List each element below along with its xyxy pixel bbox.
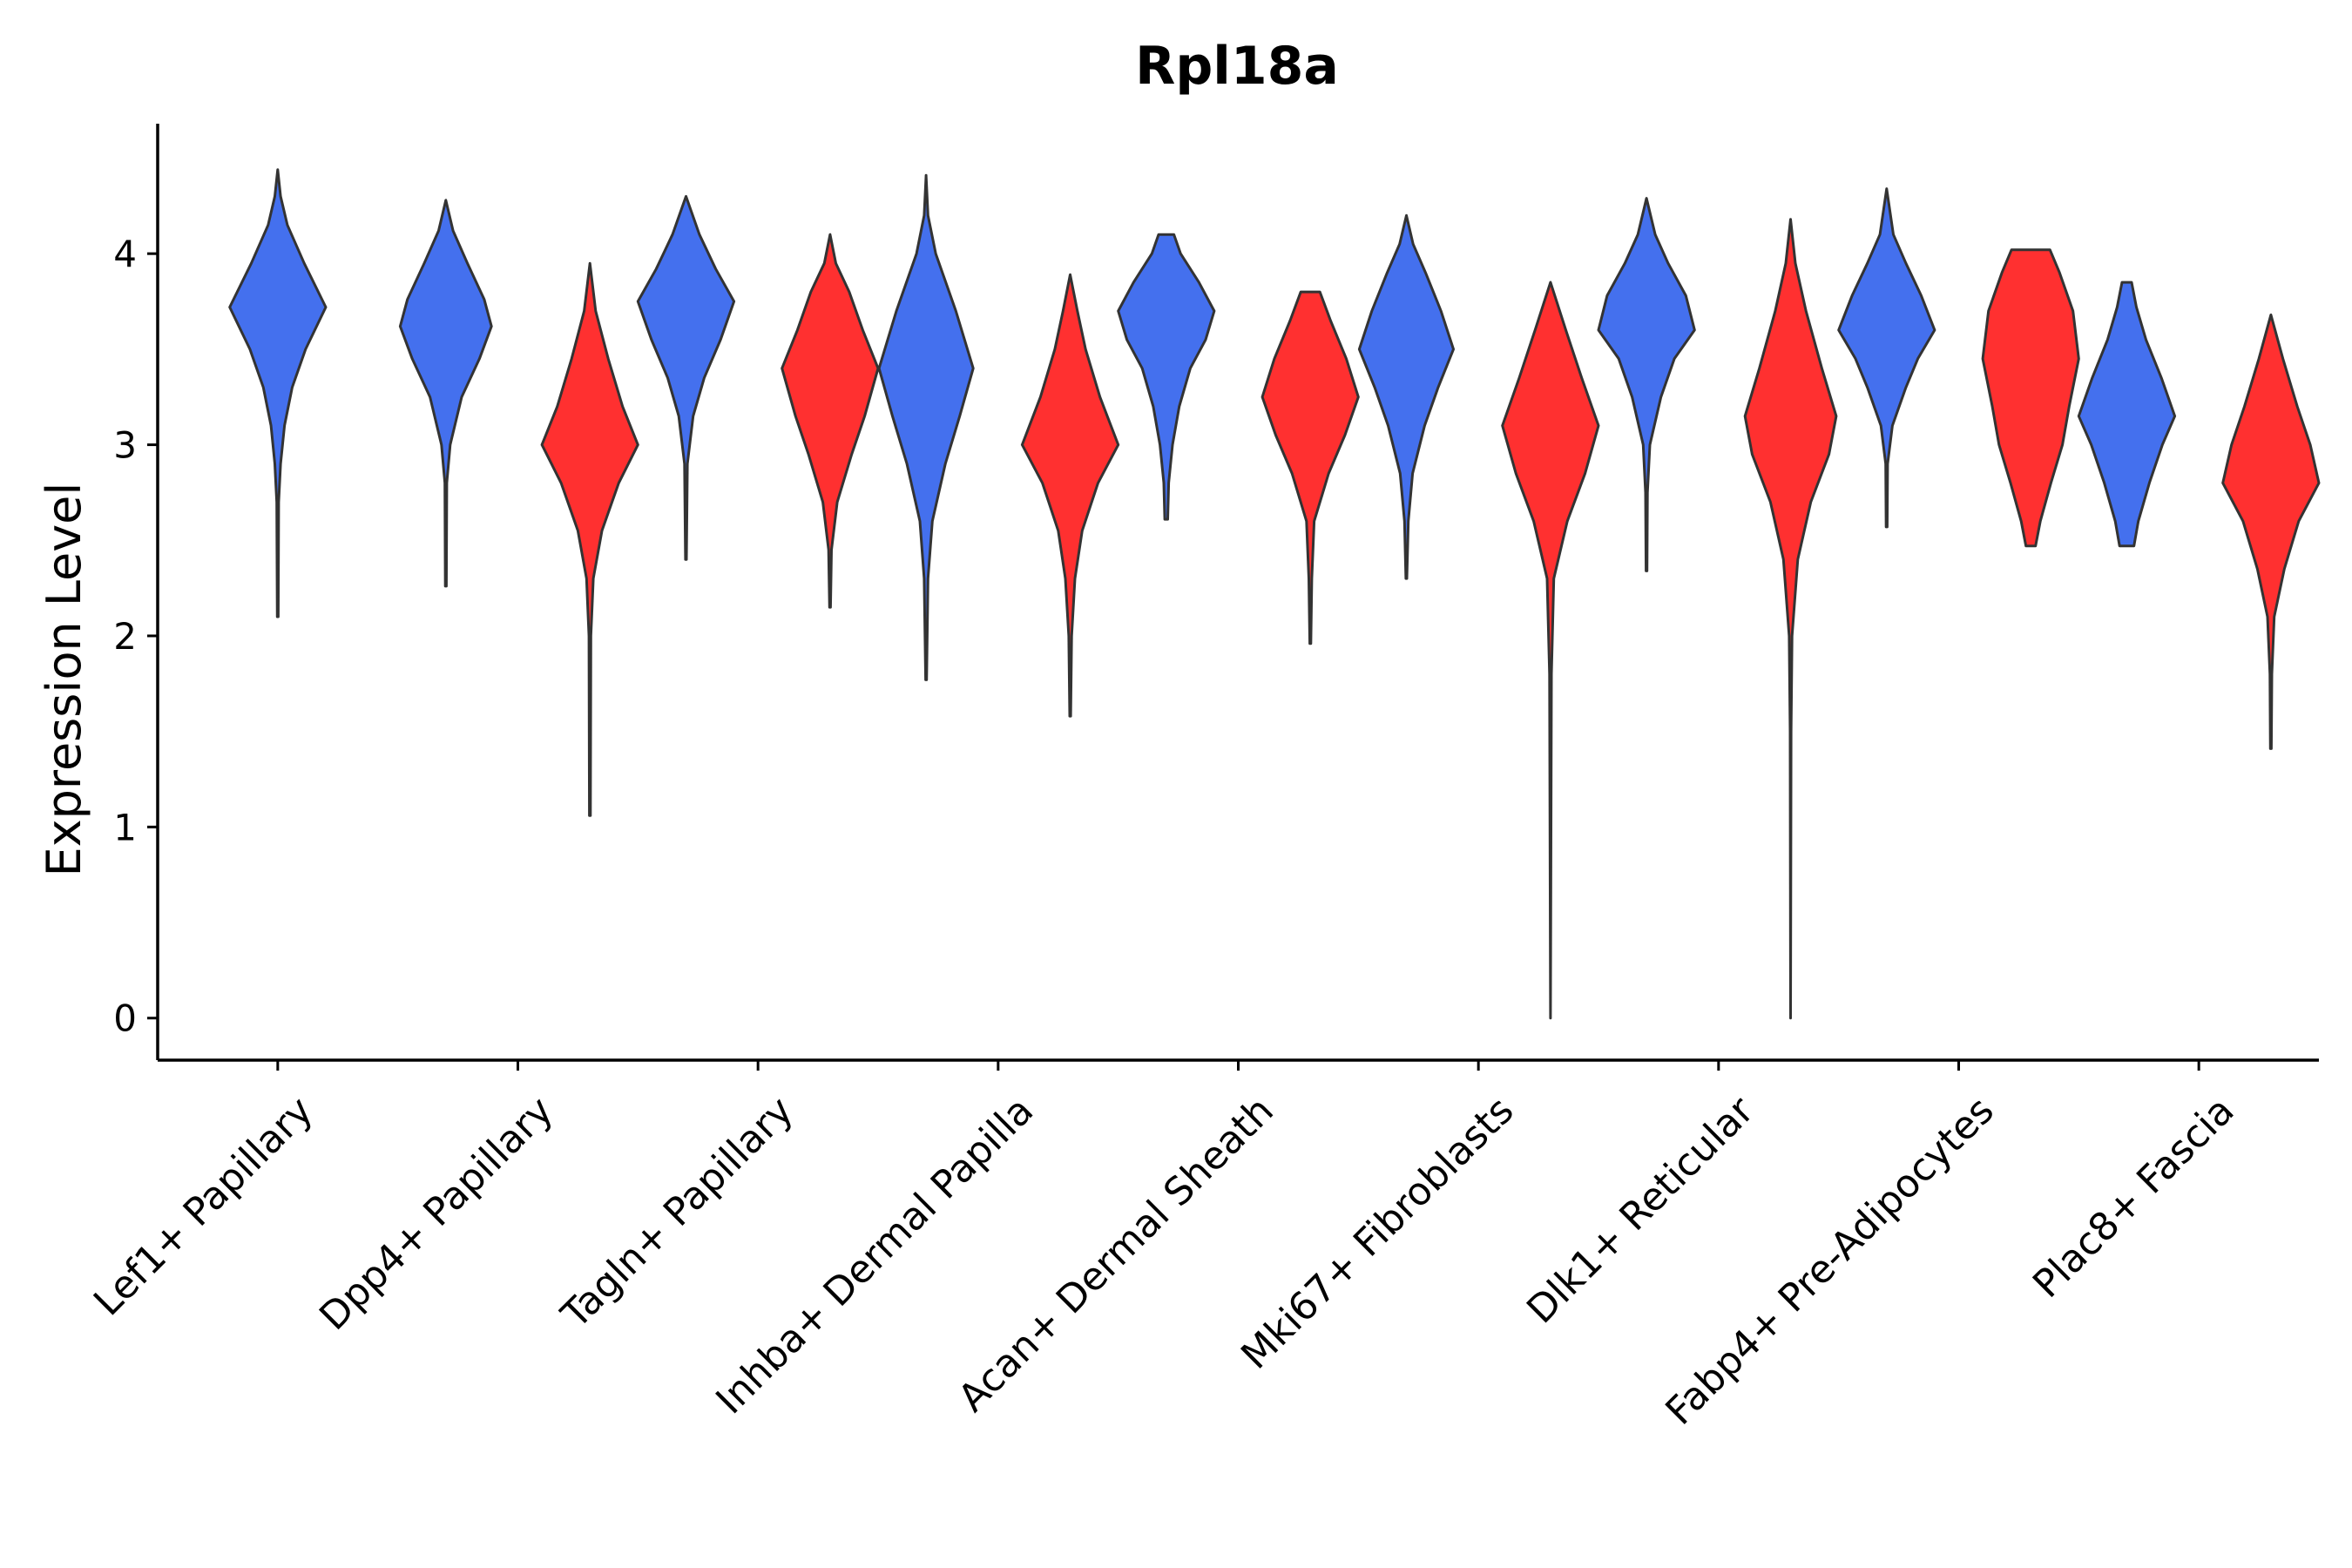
x-tick-label-plac8-fascia: Plac8+ Fascia	[2024, 1088, 2243, 1307]
violin-group1-acan-dermal-sheath	[1117, 233, 1216, 521]
x-tick-label-dpp4-papillary: Dpp4+ Papillary	[311, 1088, 562, 1339]
violin-group1-dpp4-papillary	[398, 199, 493, 588]
violin-group1-fabp4-pre-adipocytes	[1837, 187, 1936, 529]
y-axis-label: Expression Level	[37, 483, 91, 877]
violin-group2-mki67-fibroblasts	[1501, 280, 1600, 1020]
violin-group2-acan-dermal-sheath	[1260, 290, 1360, 645]
violin-group2-dpp4-papillary	[540, 261, 639, 817]
y-tick-label-1: 1	[113, 806, 137, 848]
violin-group1-mki67-fibroblasts	[1357, 213, 1455, 580]
x-tick-label-lef1-papillary: Lef1+ Papillary	[85, 1088, 321, 1324]
violin-group1-dlk1-reticular	[1597, 197, 1696, 572]
chart-title: Rpl18a	[1135, 36, 1339, 97]
y-tick-label-3: 3	[113, 424, 137, 467]
violin-group1-plac8-fascia	[2077, 280, 2177, 548]
x-tick-label-dlk1-reticular: Dlk1+ Reticular	[1518, 1088, 1763, 1333]
violin-group2-plac8-fascia	[2221, 313, 2321, 750]
x-tick-label-mki67-fibroblasts: Mki67+ Fibroblasts	[1233, 1088, 1522, 1377]
violin-group2-tagln-papillary	[781, 233, 880, 609]
violin-group1-inhba-dermal-papilla	[877, 173, 975, 681]
violins-layer	[228, 168, 2321, 1020]
violin-group2-inhba-dermal-papilla	[1020, 273, 1120, 718]
y-tick-label-0: 0	[113, 997, 137, 1040]
violin-group2-fabp4-pre-adipocytes	[1981, 248, 2080, 548]
violin-group1-tagln-papillary	[636, 194, 736, 561]
violin-group2-dlk1-reticular	[1743, 218, 1838, 1020]
y-tick-label-4: 4	[113, 233, 137, 275]
x-tick-label-tagln-papillary: Tagln+ Papillary	[552, 1088, 801, 1337]
violin-group1-lef1-papillary	[228, 168, 328, 618]
y-tick-label-2: 2	[113, 615, 137, 658]
